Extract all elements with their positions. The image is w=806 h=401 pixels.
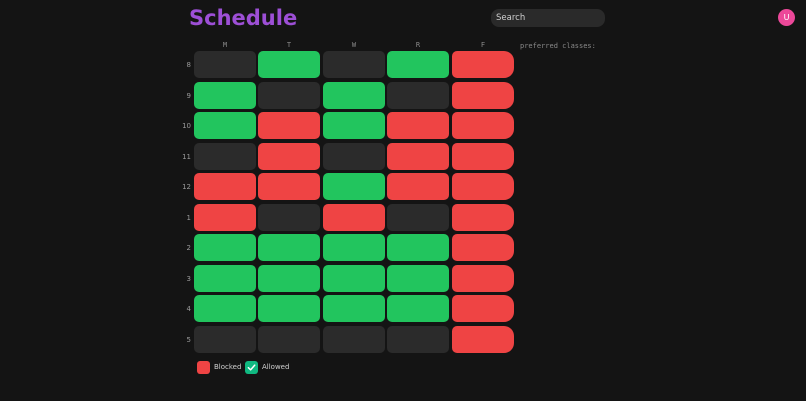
day-header-f: F (480, 41, 486, 49)
schedule-cell-r-1[interactable] (387, 203, 449, 231)
schedule-cell-m-9[interactable] (194, 81, 256, 109)
schedule-cell-r-4[interactable] (387, 295, 449, 322)
allowed-legend-label: Allowed (262, 363, 290, 371)
schedule-cell-w-9[interactable] (323, 81, 385, 109)
day-header-w: W (351, 41, 357, 49)
schedule-cell-t-2[interactable] (258, 234, 320, 261)
schedule-cell-w-11[interactable] (323, 142, 385, 170)
schedule-cell-r-3[interactable] (387, 264, 449, 292)
schedule-cell-r-11[interactable] (387, 142, 449, 170)
schedule-cell-w-10[interactable] (323, 112, 385, 139)
schedule-cell-r-2[interactable] (387, 234, 449, 261)
hour-label: 5 (186, 335, 191, 344)
day-header-r: R (415, 41, 421, 49)
schedule-cell-f-11[interactable] (452, 142, 514, 170)
schedule-cell-m-1[interactable] (194, 203, 256, 231)
schedule-cell-t-5[interactable] (258, 325, 320, 353)
schedule-cell-m-2[interactable] (194, 234, 256, 261)
schedule-cell-r-10[interactable] (387, 112, 449, 139)
schedule-cell-m-8[interactable] (194, 51, 256, 78)
schedule-cell-f-1[interactable] (452, 203, 514, 231)
schedule-cell-w-3[interactable] (323, 264, 385, 292)
schedule-cell-t-8[interactable] (258, 51, 320, 78)
schedule-cell-m-5[interactable] (194, 325, 256, 353)
schedule-cell-f-3[interactable] (452, 264, 514, 292)
hour-label: 12 (182, 183, 191, 191)
hour-label: 8 (186, 61, 191, 69)
schedule-cell-w-1[interactable] (323, 203, 385, 231)
hour-label: 10 (182, 122, 191, 130)
check-icon (247, 364, 256, 371)
day-header-m: M (222, 41, 228, 49)
schedule-cell-m-3[interactable] (194, 264, 256, 292)
allowed-swatch (245, 361, 258, 374)
schedule-cell-m-10[interactable] (194, 112, 256, 139)
schedule-cell-w-12[interactable] (323, 173, 385, 200)
schedule-cell-m-4[interactable] (194, 295, 256, 322)
schedule-cell-f-4[interactable] (452, 295, 514, 322)
hour-label: 2 (186, 244, 191, 252)
schedule-cell-m-11[interactable] (194, 142, 256, 170)
schedule-cell-t-11[interactable] (258, 142, 320, 170)
schedule-cell-w-8[interactable] (323, 51, 385, 78)
schedule-cell-f-8[interactable] (452, 51, 514, 78)
schedule-cell-w-5[interactable] (323, 325, 385, 353)
schedule-cell-t-12[interactable] (258, 173, 320, 200)
day-header-t: T (286, 41, 292, 49)
blocked-legend-label: Blocked (214, 363, 242, 371)
schedule-cell-t-9[interactable] (258, 81, 320, 109)
hour-label: 9 (186, 91, 191, 100)
schedule-cell-r-9[interactable] (387, 81, 449, 109)
schedule-cell-f-12[interactable] (452, 173, 514, 200)
schedule-cell-t-4[interactable] (258, 295, 320, 322)
schedule-cell-t-10[interactable] (258, 112, 320, 139)
hour-label: 3 (186, 274, 191, 283)
schedule-cell-r-12[interactable] (387, 173, 449, 200)
schedule-cell-r-8[interactable] (387, 51, 449, 78)
blocked-swatch (197, 361, 210, 374)
schedule-cell-f-10[interactable] (452, 112, 514, 139)
schedule-cell-w-2[interactable] (323, 234, 385, 261)
preferred-classes-label: preferred classes: (520, 42, 596, 50)
schedule-cell-f-2[interactable] (452, 234, 514, 261)
hour-label: 4 (186, 305, 191, 313)
schedule-cell-t-3[interactable] (258, 264, 320, 292)
search-input[interactable] (491, 9, 605, 27)
schedule-cell-f-9[interactable] (452, 81, 514, 109)
avatar[interactable]: U (778, 9, 795, 26)
schedule-cell-r-5[interactable] (387, 325, 449, 353)
schedule-cell-f-5[interactable] (452, 325, 514, 353)
page-title: Schedule (189, 6, 298, 30)
schedule-cell-w-4[interactable] (323, 295, 385, 322)
hour-label: 11 (182, 152, 191, 161)
schedule-cell-t-1[interactable] (258, 203, 320, 231)
schedule-cell-m-12[interactable] (194, 173, 256, 200)
hour-label: 1 (186, 213, 191, 222)
